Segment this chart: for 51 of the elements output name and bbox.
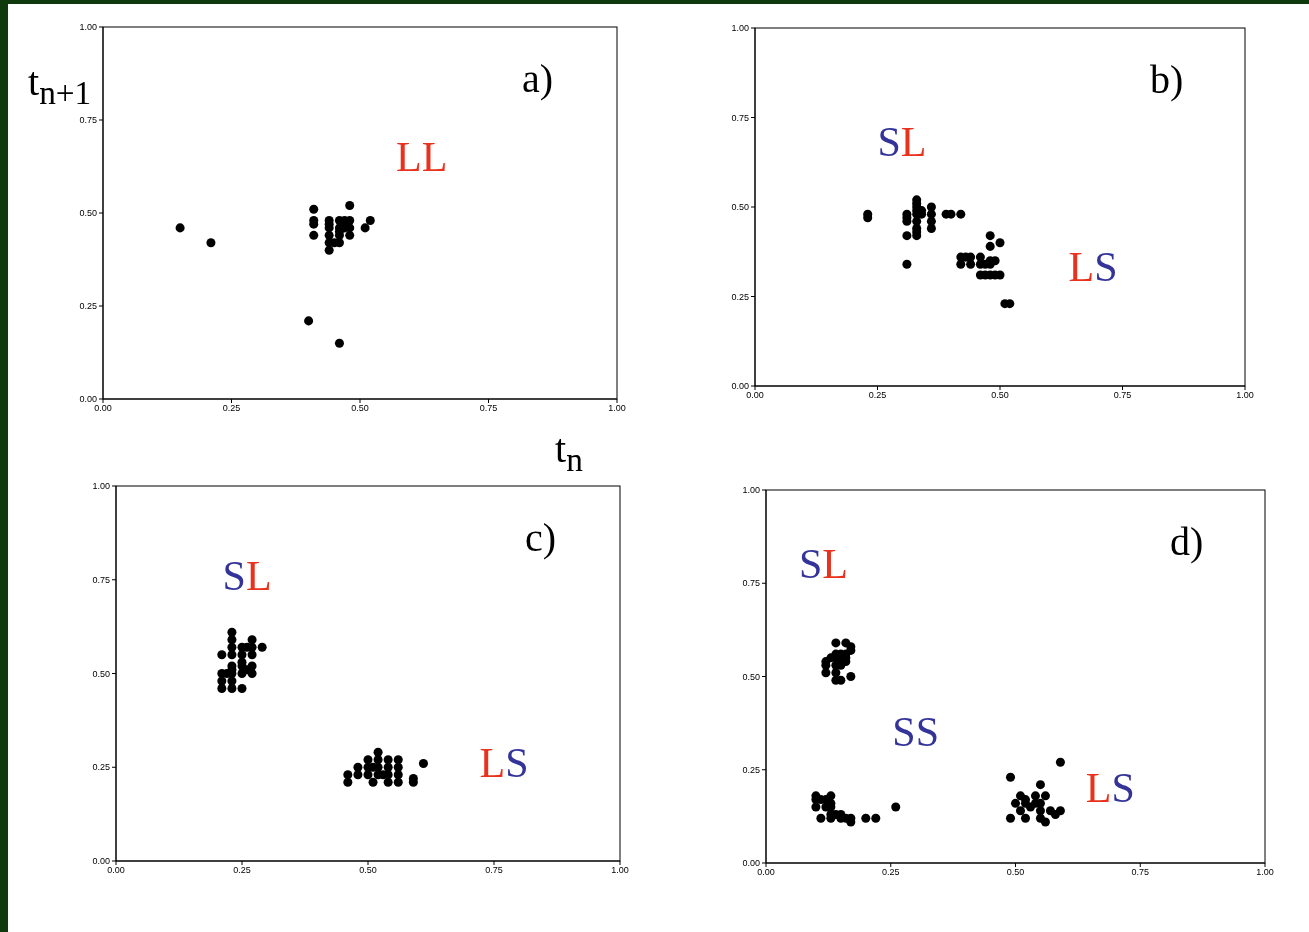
- y-tick-label: 0.50: [79, 208, 97, 219]
- y-tick-label: 0.00: [742, 858, 760, 869]
- y-tick-label: 0.75: [742, 578, 760, 589]
- y-tick-label: 0.75: [731, 112, 749, 123]
- x-tick-label: 0.50: [1006, 867, 1025, 878]
- x-tick-label: 0.75: [1131, 867, 1150, 878]
- x-tick-label: 0.00: [757, 867, 775, 878]
- y-tick-label: 0.25: [92, 762, 110, 773]
- text: d): [1170, 518, 1204, 565]
- x-tick-label: 0.25: [881, 867, 900, 878]
- x-tick-label: 0.25: [222, 403, 241, 414]
- x-tick-label: 0.75: [1113, 390, 1132, 401]
- y-tick-label: 1.00: [92, 481, 110, 492]
- y-tick-label: 0.00: [731, 381, 749, 392]
- y-tick-label: 1.00: [742, 485, 760, 496]
- text: c): [525, 514, 557, 561]
- x-tick-label: 0.50: [351, 403, 369, 414]
- text: b): [1150, 56, 1184, 103]
- y-tick-label: 1.00: [731, 23, 749, 34]
- x-tick-label: 1.00: [1256, 867, 1274, 878]
- y-tick-label: 0.50: [92, 668, 110, 679]
- y-axis-title: t$_{n+1}$: [28, 58, 92, 112]
- x-tick-label: 0.25: [233, 865, 251, 876]
- x-tick-label: 0.00: [107, 865, 125, 876]
- annotation: LS: [1085, 764, 1135, 811]
- x-tick-label: 0.75: [485, 865, 503, 876]
- y-tick-label: 0.75: [79, 115, 97, 126]
- x-tick-label: 0.50: [991, 390, 1009, 401]
- annotation: SL: [222, 552, 272, 599]
- y-tick-label: 0.25: [742, 764, 760, 775]
- x-tick-label: 1.00: [608, 403, 626, 414]
- annotation: LS: [479, 739, 529, 786]
- annotation: SS: [892, 708, 940, 755]
- y-tick-label: 1.00: [79, 22, 97, 33]
- y-tick-label: 0.50: [742, 671, 760, 682]
- y-tick-label: 0.75: [92, 574, 110, 585]
- y-tick-label: 0.50: [731, 202, 749, 213]
- x-tick-label: 1.00: [611, 865, 629, 876]
- y-tick-label: 0.25: [731, 291, 749, 302]
- x-tick-label: 0.50: [359, 865, 377, 876]
- x-tick-label: 0.25: [868, 390, 887, 401]
- x-axis-title: t$_{n}$: [555, 425, 583, 479]
- annotation: SL: [877, 118, 927, 165]
- y-tick-label: 0.25: [79, 301, 97, 312]
- annotation: LS: [1068, 244, 1118, 291]
- annotation: SL: [798, 540, 848, 587]
- x-tick-label: 0.75: [479, 403, 498, 414]
- text: a): [522, 55, 554, 102]
- y-tick-label: 0.00: [92, 856, 110, 867]
- x-tick-label: 1.00: [1236, 390, 1254, 401]
- annotation: LL: [396, 133, 448, 180]
